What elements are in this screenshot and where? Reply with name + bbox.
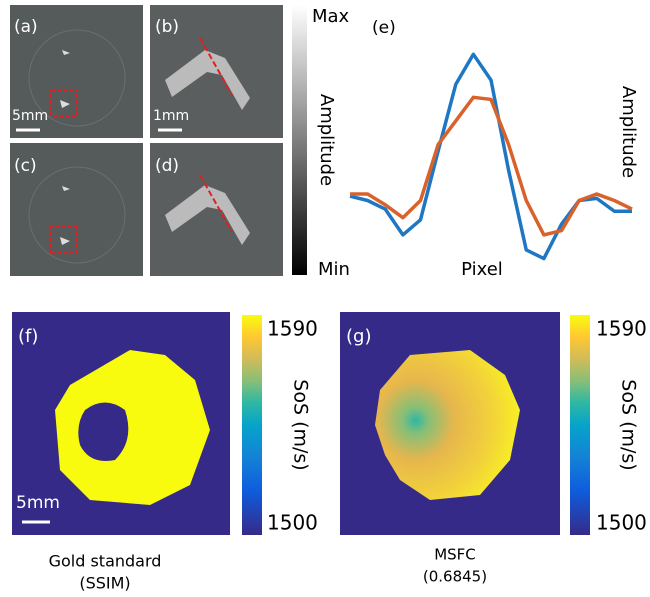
colorbar-min: 1500 xyxy=(596,511,647,535)
line-chart: (e) Pixel Amplitude xyxy=(350,18,639,280)
colorbar-title: SoS (m/s) xyxy=(290,379,312,470)
data-line xyxy=(350,54,632,258)
colorbar-min: Min xyxy=(318,259,350,280)
caption: Gold standard xyxy=(49,552,162,571)
panel-a: (a) 5mm xyxy=(10,5,143,138)
scale-label: 5mm xyxy=(16,493,60,513)
data-line xyxy=(350,97,632,235)
panel-label: (f) xyxy=(18,326,38,347)
scale-label: 1mm xyxy=(153,108,189,124)
amplitude-colorbar: Max Min Amplitude xyxy=(292,5,350,280)
panel-label: (d) xyxy=(155,156,179,176)
page: {"panels":{ "a":{"label":"(a)","scale":"… xyxy=(0,0,650,597)
figure: (a) 5mm (b) 1mm (c) (d) Max Min Amplitud… xyxy=(0,0,650,597)
colorbar-title: SoS (m/s) xyxy=(618,379,640,470)
colorbar-max: Max xyxy=(312,6,350,27)
colorbar-title: Amplitude xyxy=(316,94,337,186)
panel-g: (g) 1590 1500 SoS (m/s) MSFC (0.6845) xyxy=(340,312,647,586)
colorbar-min: 1500 xyxy=(267,511,318,535)
panel-c: (c) xyxy=(10,143,143,276)
panel-d: (d) xyxy=(150,143,283,276)
panel-label: (e) xyxy=(372,18,396,38)
caption: MSFC xyxy=(434,546,476,564)
panel-b: (b) 1mm xyxy=(150,5,283,138)
caption: (0.6845) xyxy=(423,568,487,586)
panel-label: (g) xyxy=(346,326,371,347)
scale-label: 5mm xyxy=(12,108,48,124)
panel-label: (a) xyxy=(14,17,38,37)
caption: (SSIM) xyxy=(79,574,130,593)
colorbar-max: 1590 xyxy=(596,317,647,341)
panel-f: (f) 5mm 1590 1500 SoS (m/s) Gold standar… xyxy=(12,312,318,593)
panel-label: (b) xyxy=(155,17,179,37)
x-axis-label: Pixel xyxy=(461,259,503,280)
y-axis-label: Amplitude xyxy=(618,86,639,178)
panel-label: (c) xyxy=(14,156,37,176)
colorbar-max: 1590 xyxy=(267,317,318,341)
